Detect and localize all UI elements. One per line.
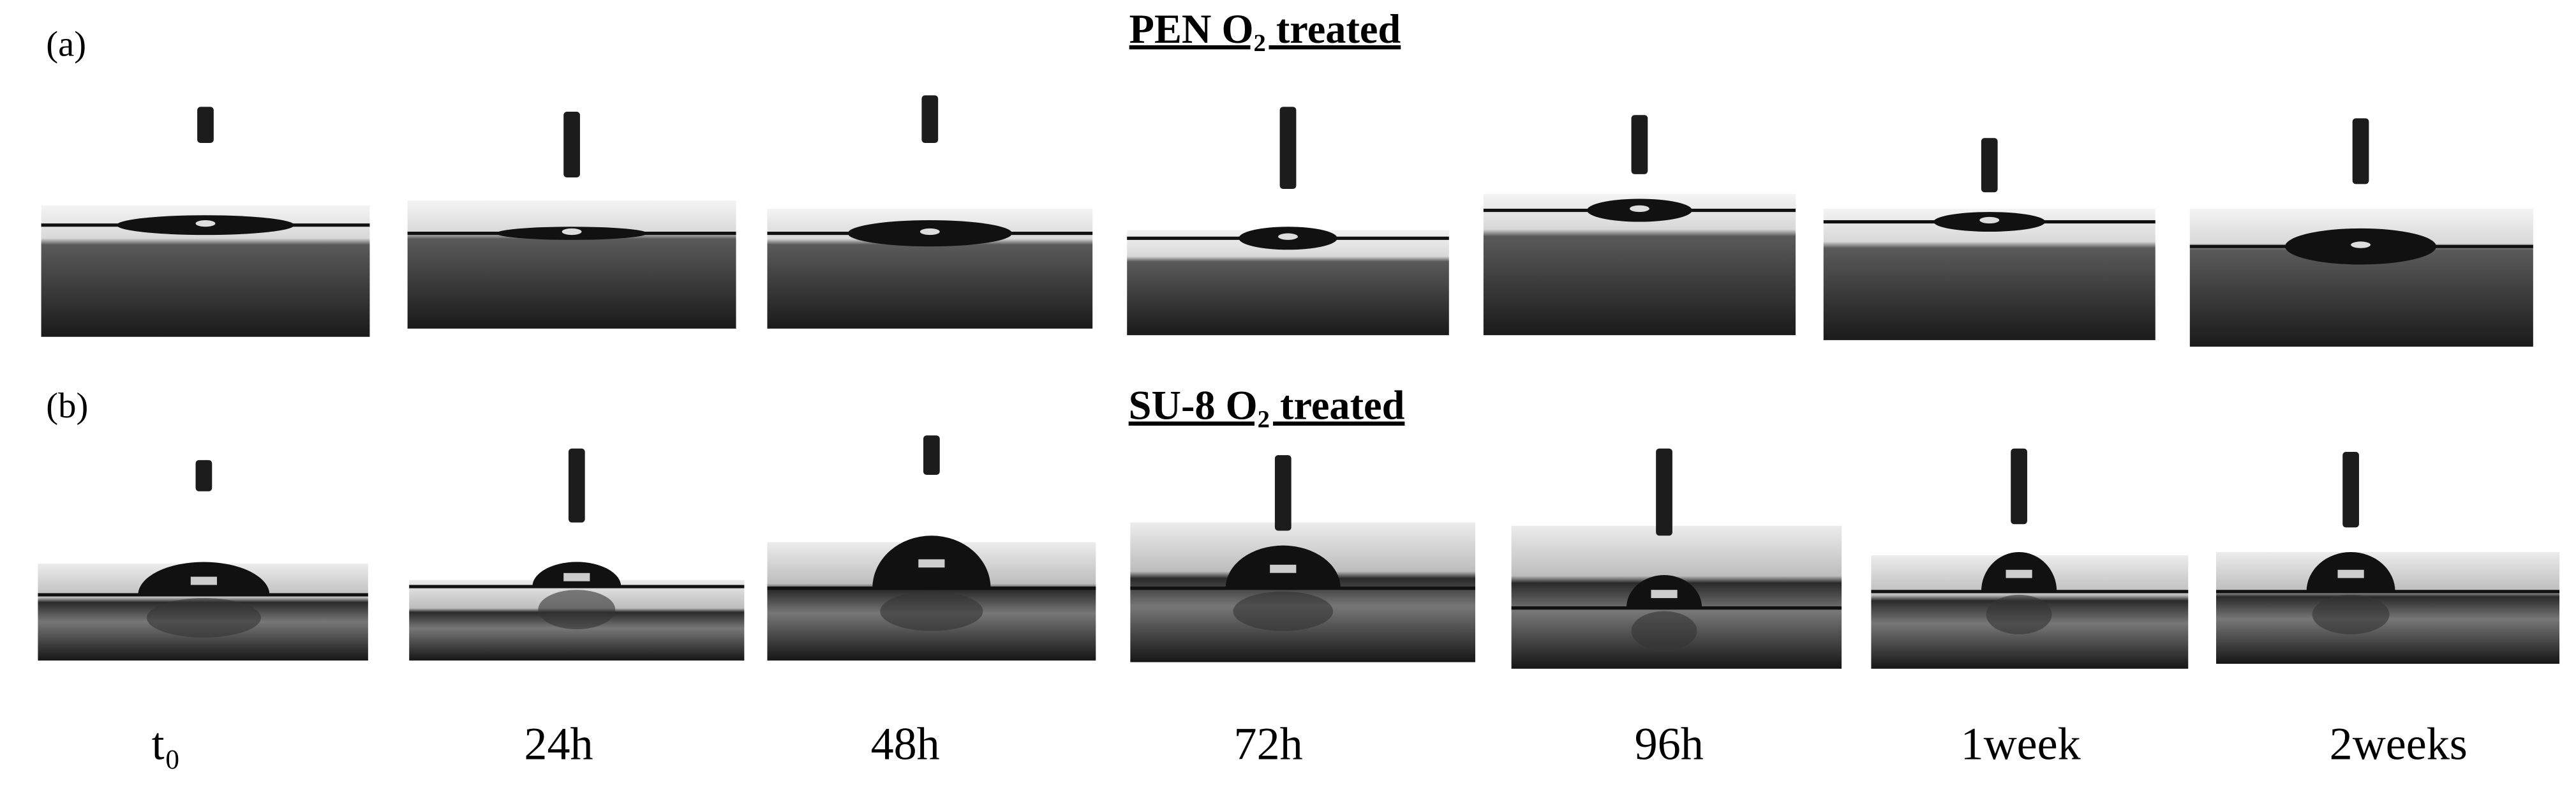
droplet-highlight (1979, 216, 2000, 224)
panel-label: (b) (46, 386, 88, 426)
time-label: 24h (524, 718, 593, 769)
droplet-highlight (195, 220, 216, 227)
needle (568, 448, 585, 523)
needle (197, 107, 214, 143)
photo (1483, 115, 1796, 336)
photo (2189, 118, 2533, 347)
time-label: t₀ (152, 718, 181, 769)
droplet-highlight (1270, 564, 1297, 573)
droplet-highlight (563, 573, 590, 581)
time-label: 2weeks (2330, 718, 2468, 769)
substrate (2216, 551, 2560, 664)
photo (2216, 451, 2560, 664)
photo (1511, 448, 1842, 669)
panel-title: PEN O₂ treated (1129, 6, 1401, 52)
needle (923, 435, 940, 475)
time-label: 48h (871, 718, 940, 769)
reflection (538, 590, 616, 629)
time-label: 1week (1961, 718, 2081, 769)
droplet-highlight (2006, 569, 2032, 578)
photo (1823, 138, 2155, 340)
time-labels: t₀ 24h 48h 72h 96h 1week 2weeks (152, 718, 2468, 769)
needle (2342, 451, 2359, 528)
needle (563, 112, 580, 178)
reflection (1986, 594, 2052, 634)
substrate (1130, 522, 1475, 663)
photo (409, 448, 745, 661)
droplet-highlight (2337, 569, 2364, 578)
needle (2011, 448, 2027, 525)
photo (407, 112, 736, 329)
needle (1631, 115, 1648, 174)
droplet-highlight (919, 228, 940, 236)
reflection (1631, 611, 1697, 651)
droplet-highlight (2351, 241, 2371, 248)
photo (767, 435, 1096, 661)
droplet-highlight (1278, 233, 1298, 240)
reflection (1233, 591, 1334, 631)
time-label: 96h (1635, 718, 1704, 769)
needle (1981, 138, 1998, 193)
needle (1274, 455, 1292, 531)
reflection (146, 598, 261, 638)
droplet-highlight (1629, 205, 1649, 213)
needle (2352, 118, 2369, 184)
droplet-highlight (190, 576, 218, 585)
reflection (880, 591, 983, 631)
droplet-highlight (1651, 590, 1678, 599)
needle (195, 460, 212, 491)
photos (38, 95, 2560, 669)
photo (767, 95, 1093, 329)
droplet-highlight (562, 228, 582, 236)
needle (1656, 448, 1672, 536)
panel-label: (a) (46, 25, 86, 64)
needle (921, 95, 939, 143)
photo (41, 107, 370, 337)
photo (1127, 107, 1449, 336)
photo (1130, 455, 1475, 663)
photo (38, 460, 368, 661)
reflection (2312, 594, 2390, 634)
substrate (407, 200, 736, 329)
needle (1279, 107, 1297, 190)
droplet-highlight (918, 559, 945, 568)
panel-title: SU-8 O₂ treated (1129, 382, 1405, 428)
photo (1871, 448, 2189, 669)
time-label: 72h (1234, 718, 1303, 769)
